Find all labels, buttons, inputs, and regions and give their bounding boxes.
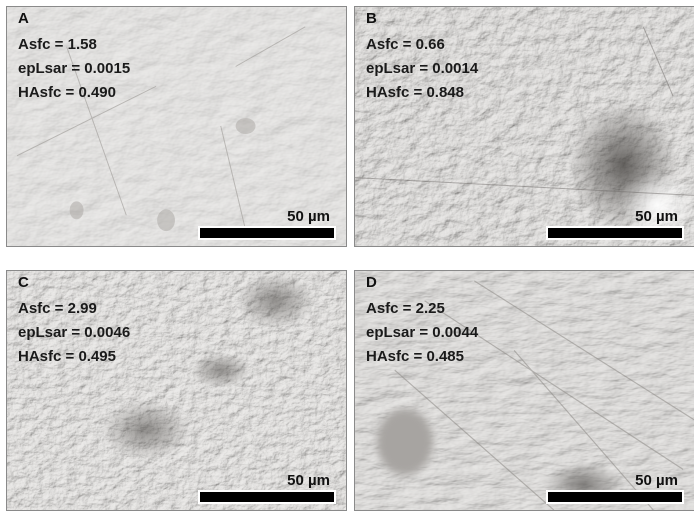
panel-label: D [366, 274, 377, 291]
panel-label: A [18, 10, 29, 27]
asfc-value: Asfc = 2.99 [18, 300, 97, 317]
panel-label: C [18, 274, 29, 291]
hasfc-value: HAsfc = 0.485 [366, 348, 464, 365]
scale-bar [198, 490, 336, 504]
hasfc-value: HAsfc = 0.495 [18, 348, 116, 365]
scale-bar [198, 226, 336, 240]
hasfc-value: HAsfc = 0.490 [18, 84, 116, 101]
scale-bar-label: 50 µm [635, 208, 678, 225]
surface-texture-a [7, 7, 346, 246]
eplsar-value: epLsar = 0.0046 [18, 324, 131, 341]
eplsar-value: epLsar = 0.0014 [366, 60, 479, 77]
micrograph-panel-d: D Asfc = 2.25 epLsar = 0.0044 HAsfc = 0.… [354, 270, 694, 511]
asfc-value: Asfc = 2.25 [366, 300, 445, 317]
micrograph-panel-b: B Asfc = 0.66 epLsar = 0.0014 HAsfc = 0.… [354, 6, 694, 247]
hasfc-value: HAsfc = 0.848 [366, 84, 464, 101]
metrics-list: Asfc = 2.25 epLsar = 0.0044 HAsfc = 0.48… [366, 297, 478, 369]
metrics-list: Asfc = 1.58 epLsar = 0.0015 HAsfc = 0.49… [18, 33, 130, 105]
metrics-list: Asfc = 0.66 epLsar = 0.0014 HAsfc = 0.84… [366, 33, 478, 105]
asfc-value: Asfc = 1.58 [18, 36, 97, 53]
micrograph-panel-a: A Asfc = 1.58 epLsar = 0.0015 HAsfc = 0.… [6, 6, 347, 247]
metrics-list: Asfc = 2.99 epLsar = 0.0046 HAsfc = 0.49… [18, 297, 130, 369]
scale-bar [546, 490, 684, 504]
eplsar-value: epLsar = 0.0044 [366, 324, 479, 341]
scale-bar-label: 50 µm [287, 472, 330, 489]
micrograph-panel-c: C Asfc = 2.99 epLsar = 0.0046 HAsfc = 0.… [6, 270, 347, 511]
scale-bar-label: 50 µm [635, 472, 678, 489]
asfc-value: Asfc = 0.66 [366, 36, 445, 53]
scale-bar-label: 50 µm [287, 208, 330, 225]
eplsar-value: epLsar = 0.0015 [18, 60, 131, 77]
panel-label: B [366, 10, 377, 27]
blurred-region [377, 409, 433, 475]
surface-texture-b [355, 7, 694, 246]
scale-bar [546, 226, 684, 240]
surface-texture-c [7, 271, 346, 510]
